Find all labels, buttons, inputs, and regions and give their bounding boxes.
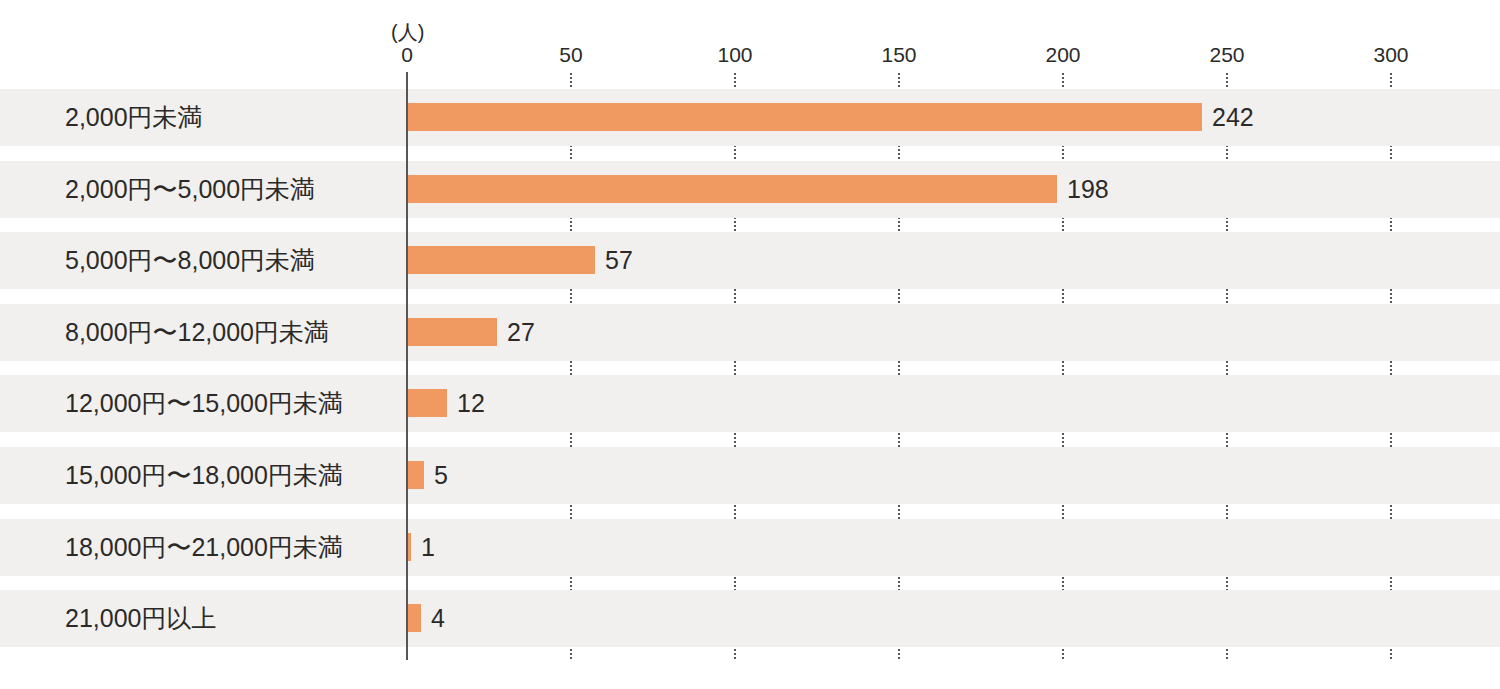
value-label: 198	[1067, 161, 1109, 218]
chart-row: 2,000円〜5,000円未満 198	[0, 161, 1500, 218]
chart-row: 21,000円以上 4	[0, 590, 1500, 647]
chart-row: 2,000円未満 242	[0, 89, 1500, 146]
category-label: 18,000円〜21,000円未満	[65, 519, 343, 576]
chart-row: 8,000円〜12,000円未満 27	[0, 304, 1500, 361]
chart-row: 12,000円〜15,000円未満 12	[0, 375, 1500, 432]
bar	[408, 175, 1057, 203]
value-label: 4	[431, 590, 445, 647]
value-label: 57	[605, 232, 633, 289]
axis-unit-label: (人)	[391, 19, 424, 46]
bar	[408, 103, 1202, 131]
bar	[408, 389, 447, 417]
category-label: 21,000円以上	[65, 590, 216, 647]
value-label: 1	[421, 519, 435, 576]
chart-row: 15,000円〜18,000円未満 5	[0, 447, 1500, 504]
category-label: 8,000円〜12,000円未満	[65, 304, 329, 361]
category-label: 2,000円〜5,000円未満	[65, 161, 315, 218]
bar	[408, 461, 424, 489]
x-tick-label: 200	[1045, 43, 1080, 67]
bar	[408, 318, 497, 346]
x-tick-label: 250	[1209, 43, 1244, 67]
bar	[408, 533, 411, 561]
value-label: 5	[434, 447, 448, 504]
category-label: 2,000円未満	[65, 89, 203, 146]
x-tick-label: 50	[559, 43, 582, 67]
category-label: 12,000円〜15,000円未満	[65, 375, 343, 432]
bar	[408, 246, 595, 274]
category-label: 5,000円〜8,000円未満	[65, 232, 315, 289]
chart-row: 5,000円〜8,000円未満 57	[0, 232, 1500, 289]
x-tick-label: 100	[717, 43, 752, 67]
value-label: 242	[1212, 89, 1254, 146]
chart-row: 18,000円〜21,000円未満 1	[0, 519, 1500, 576]
bar	[408, 604, 421, 632]
value-label: 12	[457, 375, 485, 432]
category-label: 15,000円〜18,000円未満	[65, 447, 343, 504]
y-axis-line	[406, 72, 408, 660]
x-tick-label: 150	[881, 43, 916, 67]
x-tick-label: 300	[1373, 43, 1408, 67]
x-tick-label: 0	[401, 43, 413, 67]
bar-chart: (人) 050100150200250300 2,000円未満2422,000円…	[0, 0, 1500, 689]
value-label: 27	[507, 304, 535, 361]
